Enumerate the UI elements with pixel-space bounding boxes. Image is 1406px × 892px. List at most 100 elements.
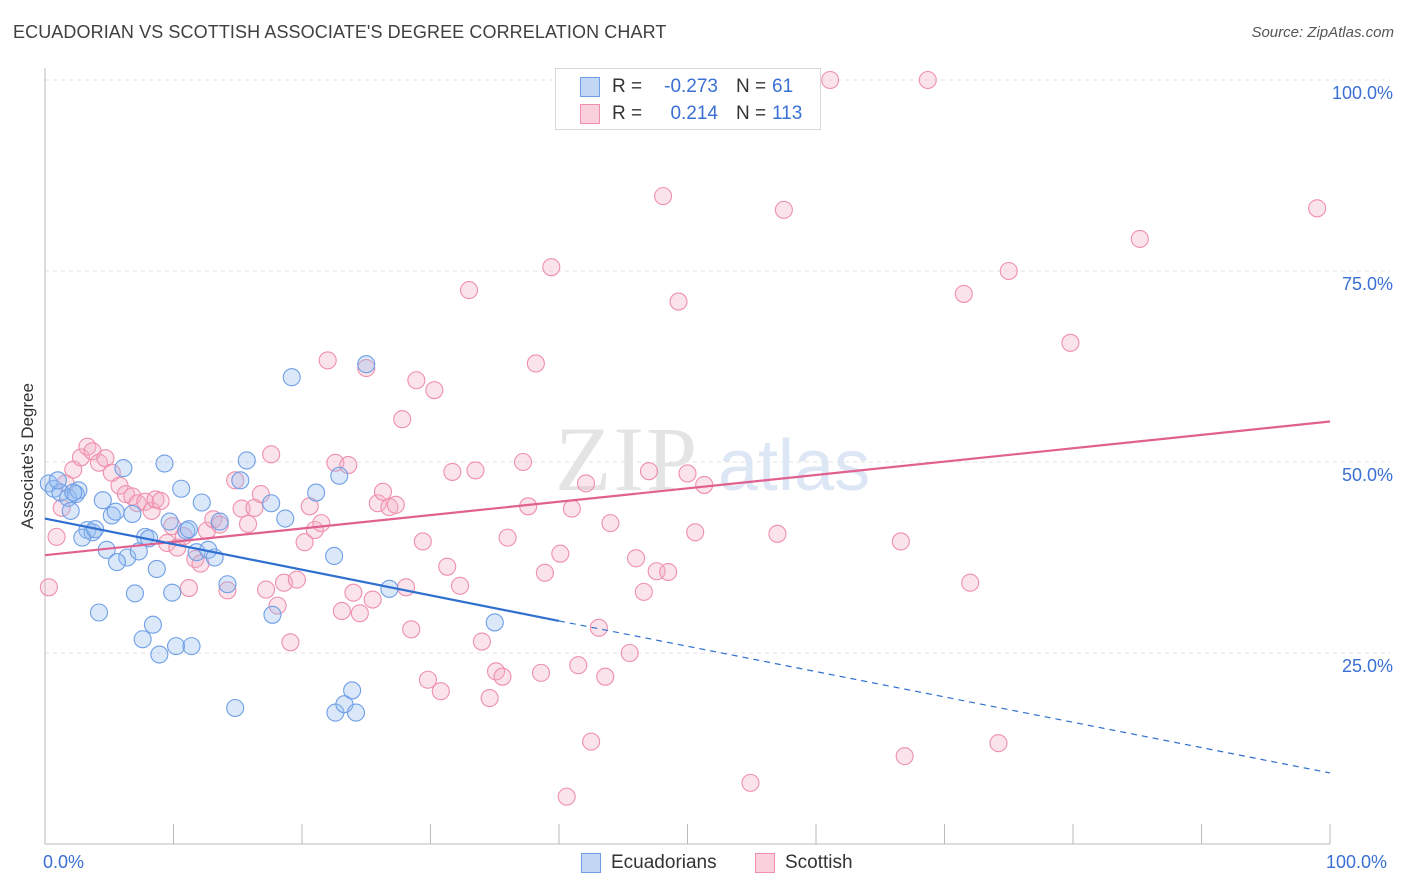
grid-lines bbox=[45, 79, 1390, 654]
y-tick-labels: 25.0% 50.0% 75.0% 100.0% bbox=[1332, 83, 1393, 676]
scottish-point bbox=[535, 563, 554, 582]
ecuadorian-point bbox=[106, 502, 125, 521]
ecuadorian-point bbox=[226, 698, 245, 718]
scottish-point bbox=[268, 596, 287, 615]
scottish-point bbox=[425, 381, 444, 400]
scottish-point bbox=[569, 656, 588, 675]
legend-n-label: N = bbox=[736, 76, 767, 97]
chart-title: ECUADORIAN VS SCOTTISH ASSOCIATE'S DEGRE… bbox=[13, 22, 667, 42]
scottish-point bbox=[542, 258, 561, 277]
scottish-point bbox=[918, 70, 937, 90]
scottish-point bbox=[551, 544, 570, 563]
scottish-point bbox=[589, 618, 608, 637]
scottish-point bbox=[407, 371, 426, 390]
y-axis-label: Associate's Degree bbox=[18, 383, 37, 529]
ecuadorian-point bbox=[179, 520, 198, 539]
axes bbox=[44, 68, 1331, 845]
ecuadorian-point bbox=[143, 615, 162, 634]
scottish-point bbox=[451, 576, 470, 595]
ecuadorian-point bbox=[231, 471, 250, 490]
scottish-point bbox=[620, 643, 639, 663]
legend-item-scottish[interactable]: Scottish bbox=[755, 852, 853, 874]
ecuadorian-trend-line bbox=[44, 517, 560, 622]
legend-swatch-pink bbox=[580, 104, 600, 124]
legend-swatch-blue bbox=[581, 853, 601, 873]
scottish-point bbox=[47, 527, 66, 546]
ecuadorian-point bbox=[93, 491, 112, 510]
scottish-point bbox=[262, 445, 281, 464]
y-tick-label: 100.0% bbox=[1332, 83, 1393, 103]
scottish-point bbox=[472, 632, 491, 651]
correlation-legend: R = -0.273 N = 61 R = 0.214 N = 113 bbox=[555, 68, 821, 130]
scottish-point bbox=[659, 562, 678, 582]
scottish-point bbox=[627, 549, 646, 568]
scottish-point bbox=[431, 682, 450, 701]
legend-swatch-blue bbox=[580, 77, 600, 97]
scottish-point bbox=[287, 570, 306, 589]
legend-r-label: R = bbox=[612, 103, 643, 124]
ecuadorian-point bbox=[61, 501, 80, 520]
ecuadorian-point bbox=[118, 548, 137, 567]
ecuadorian-points bbox=[39, 355, 504, 722]
scottish-point bbox=[226, 471, 245, 490]
scottish-point bbox=[774, 200, 793, 219]
ecuadorian-point bbox=[167, 637, 186, 656]
scottish-point bbox=[332, 601, 351, 621]
ecuadorian-point bbox=[73, 528, 92, 547]
scottish-point bbox=[128, 494, 147, 513]
scottish-point bbox=[961, 573, 980, 592]
scottish-point bbox=[654, 187, 673, 206]
ecuadorian-point bbox=[325, 546, 344, 566]
scottish-point bbox=[418, 670, 437, 689]
legend-item-ecuadorians[interactable]: Ecuadorians bbox=[581, 852, 717, 874]
legend-n-value: 113 bbox=[772, 103, 803, 124]
ecuadorian-point bbox=[357, 355, 376, 374]
ecuadorian-point bbox=[282, 368, 301, 387]
scottish-point bbox=[368, 494, 387, 513]
scottish-point bbox=[493, 667, 512, 686]
ecuadorian-point bbox=[218, 575, 237, 594]
scottish-point bbox=[232, 499, 251, 518]
series-legend: Ecuadorians Scottish bbox=[0, 852, 1406, 878]
scottish-point bbox=[466, 461, 485, 480]
trend-lines bbox=[44, 420, 1331, 774]
scottish-point bbox=[443, 462, 462, 481]
scottish-point bbox=[639, 462, 659, 481]
scottish-point bbox=[989, 734, 1008, 753]
scottish-point bbox=[39, 578, 58, 597]
scottish-point bbox=[357, 358, 376, 378]
ecuadorian-point bbox=[210, 512, 229, 531]
ecuadorian-point bbox=[107, 553, 127, 572]
ecuadorian-point bbox=[172, 479, 191, 498]
scottish-point bbox=[1061, 333, 1080, 352]
scottish-point bbox=[634, 582, 653, 601]
legend-r-value: 0.214 bbox=[670, 103, 718, 124]
legend-n-label: N = bbox=[736, 103, 767, 124]
legend-label-ecuadorians: Ecuadorians bbox=[611, 852, 717, 873]
scottish-point bbox=[954, 284, 973, 303]
ecuadorian-point bbox=[485, 613, 504, 632]
ecuadorian-point bbox=[89, 603, 109, 622]
scottish-point bbox=[295, 533, 314, 552]
ecuadorian-point bbox=[160, 512, 179, 531]
scottish-point bbox=[1130, 229, 1149, 248]
ecuadorian-point bbox=[237, 451, 256, 470]
scottish-point bbox=[513, 452, 533, 472]
scottish-point bbox=[459, 281, 479, 300]
scottish-point bbox=[218, 581, 237, 600]
scottish-point bbox=[71, 448, 91, 467]
legend-n-value: 61 bbox=[772, 76, 794, 97]
ecuadorian-point bbox=[48, 471, 67, 490]
watermark-atlas: atlas bbox=[718, 426, 870, 506]
ecuadorian-point bbox=[276, 509, 295, 528]
legend-row-scottish: R = 0.214 N = 113 bbox=[580, 102, 808, 126]
scottish-point bbox=[557, 787, 576, 806]
ecuadorian-point bbox=[346, 703, 366, 722]
watermark-zip: ZIP bbox=[555, 408, 699, 510]
legend-r-label: R = bbox=[612, 76, 643, 97]
scottish-point bbox=[350, 604, 369, 623]
scottish-point bbox=[669, 292, 688, 311]
ecuadorian-point bbox=[123, 504, 142, 524]
scottish-point bbox=[768, 524, 787, 543]
